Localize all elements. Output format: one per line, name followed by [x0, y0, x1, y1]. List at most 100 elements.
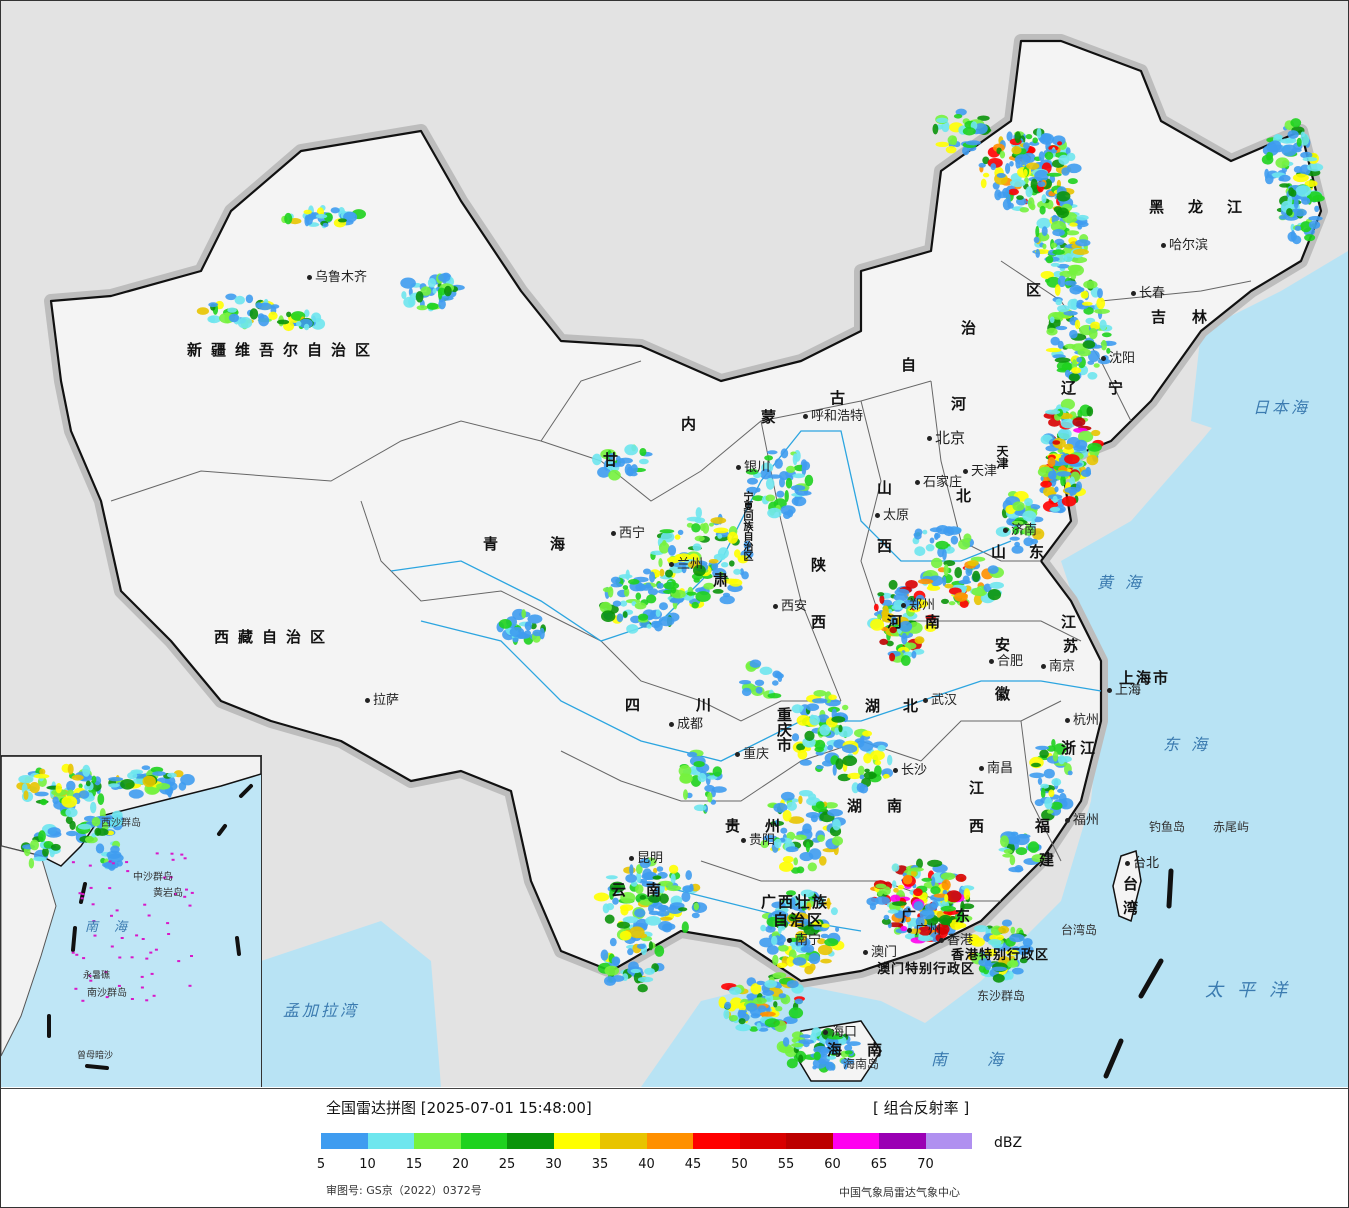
radar-echo [683, 789, 688, 800]
radar-echo [1049, 316, 1055, 324]
radar-echo [828, 694, 837, 701]
radar-echo [670, 586, 677, 594]
radar-echo [1009, 161, 1014, 167]
radar-echo [1101, 332, 1112, 338]
city-hongkong: 香港 [939, 933, 973, 948]
radar-echo [1071, 367, 1082, 374]
radar-echo [766, 916, 781, 927]
city-lanzhou: 兰州 [669, 557, 703, 572]
radar-echo [862, 730, 872, 737]
radar-echo [622, 585, 629, 590]
radar-echo [833, 739, 846, 749]
radar-echo [817, 714, 830, 723]
radar-echo [156, 783, 171, 790]
radar-echo [667, 545, 677, 556]
radar-echo [877, 614, 882, 620]
radar-echo [911, 650, 917, 659]
radar-echo [635, 864, 643, 875]
radar-echo [1046, 172, 1062, 177]
province-label-xinjiang: 新疆维吾尔自治区 [187, 341, 380, 359]
radar-echo [1099, 319, 1107, 331]
radar-echo [630, 464, 638, 474]
province-label-guangxi-2: 自治区 [773, 911, 825, 929]
city-taibei: 台北 [1125, 856, 1159, 871]
radar-echo [1035, 225, 1040, 238]
radar-echo [660, 531, 675, 543]
radar-echo [1067, 770, 1073, 776]
radar-echo [599, 601, 612, 614]
radar-echo [610, 583, 623, 588]
radar-echo [793, 857, 798, 866]
radar-echo [1074, 319, 1081, 330]
radar-echo [737, 555, 749, 562]
radar-echo [1281, 144, 1298, 157]
radar-echo [693, 577, 700, 583]
radar-echo [628, 579, 640, 585]
radar-echo [774, 819, 780, 827]
province-label-anhui-2: 徽 [995, 685, 1020, 703]
reef-marker [170, 852, 174, 855]
radar-echo [1009, 855, 1016, 866]
radar-echo [444, 285, 452, 297]
radar-echo [750, 983, 762, 995]
radar-echo [635, 592, 642, 600]
radar-echo [771, 935, 778, 946]
radar-echo [1070, 273, 1077, 280]
radar-echo [34, 791, 49, 797]
radar-echo [771, 901, 786, 909]
radar-echo [762, 989, 775, 996]
radar-echo [1045, 255, 1054, 264]
radar-echo [438, 273, 451, 282]
radar-echo [1059, 798, 1074, 810]
radar-echo [1064, 443, 1074, 450]
radar-echo [65, 807, 78, 818]
province-label-gansu: 甘 [603, 451, 628, 469]
reef-marker [118, 956, 122, 959]
radar-echo [416, 305, 428, 311]
province-label-shaanxi-1: 陕 [811, 556, 836, 574]
city-urumqi: 乌鲁木齐 [307, 270, 367, 285]
radar-echo [712, 589, 724, 594]
radar-echo [946, 890, 962, 903]
radar-echo [1052, 229, 1065, 237]
city-chengdu: 成都 [669, 717, 703, 732]
radar-echo [1003, 849, 1013, 854]
radar-echo [637, 976, 654, 983]
city-fuzhou: 福州 [1065, 813, 1099, 828]
radar-echo [1287, 231, 1297, 242]
radar-echo [1025, 186, 1033, 198]
radar-echo [916, 858, 923, 869]
radar-echo [1088, 328, 1098, 340]
radar-echo [1050, 242, 1057, 249]
legend-swatch [414, 1133, 461, 1149]
radar-echo [835, 758, 844, 770]
radar-echo [930, 886, 941, 895]
radar-echo [610, 462, 622, 468]
radar-echo [1014, 131, 1021, 144]
reef-marker [150, 972, 154, 975]
radar-echo [1064, 486, 1081, 494]
radar-echo [1071, 256, 1088, 264]
radar-echo [987, 939, 1002, 946]
radar-echo [1000, 835, 1009, 848]
radar-echo [622, 611, 628, 618]
reef-marker [173, 893, 177, 895]
radar-echo [605, 457, 614, 470]
city-xining: 西宁 [611, 526, 645, 541]
radar-echo [654, 886, 659, 897]
radar-echo [1286, 208, 1293, 216]
province-label-shaanxi-2: 西 [811, 613, 836, 631]
radar-echo [646, 594, 657, 604]
radar-echo [141, 765, 151, 770]
radar-echo [1009, 933, 1025, 943]
radar-echo [935, 141, 950, 147]
radar-echo [713, 553, 726, 561]
radar-echo [819, 856, 827, 866]
reef-marker [145, 999, 149, 1002]
radar-echo [773, 1001, 778, 1008]
radar-echo [830, 907, 838, 916]
radar-echo [812, 698, 828, 704]
radar-echo [1064, 369, 1071, 378]
reef-marker [155, 852, 159, 855]
